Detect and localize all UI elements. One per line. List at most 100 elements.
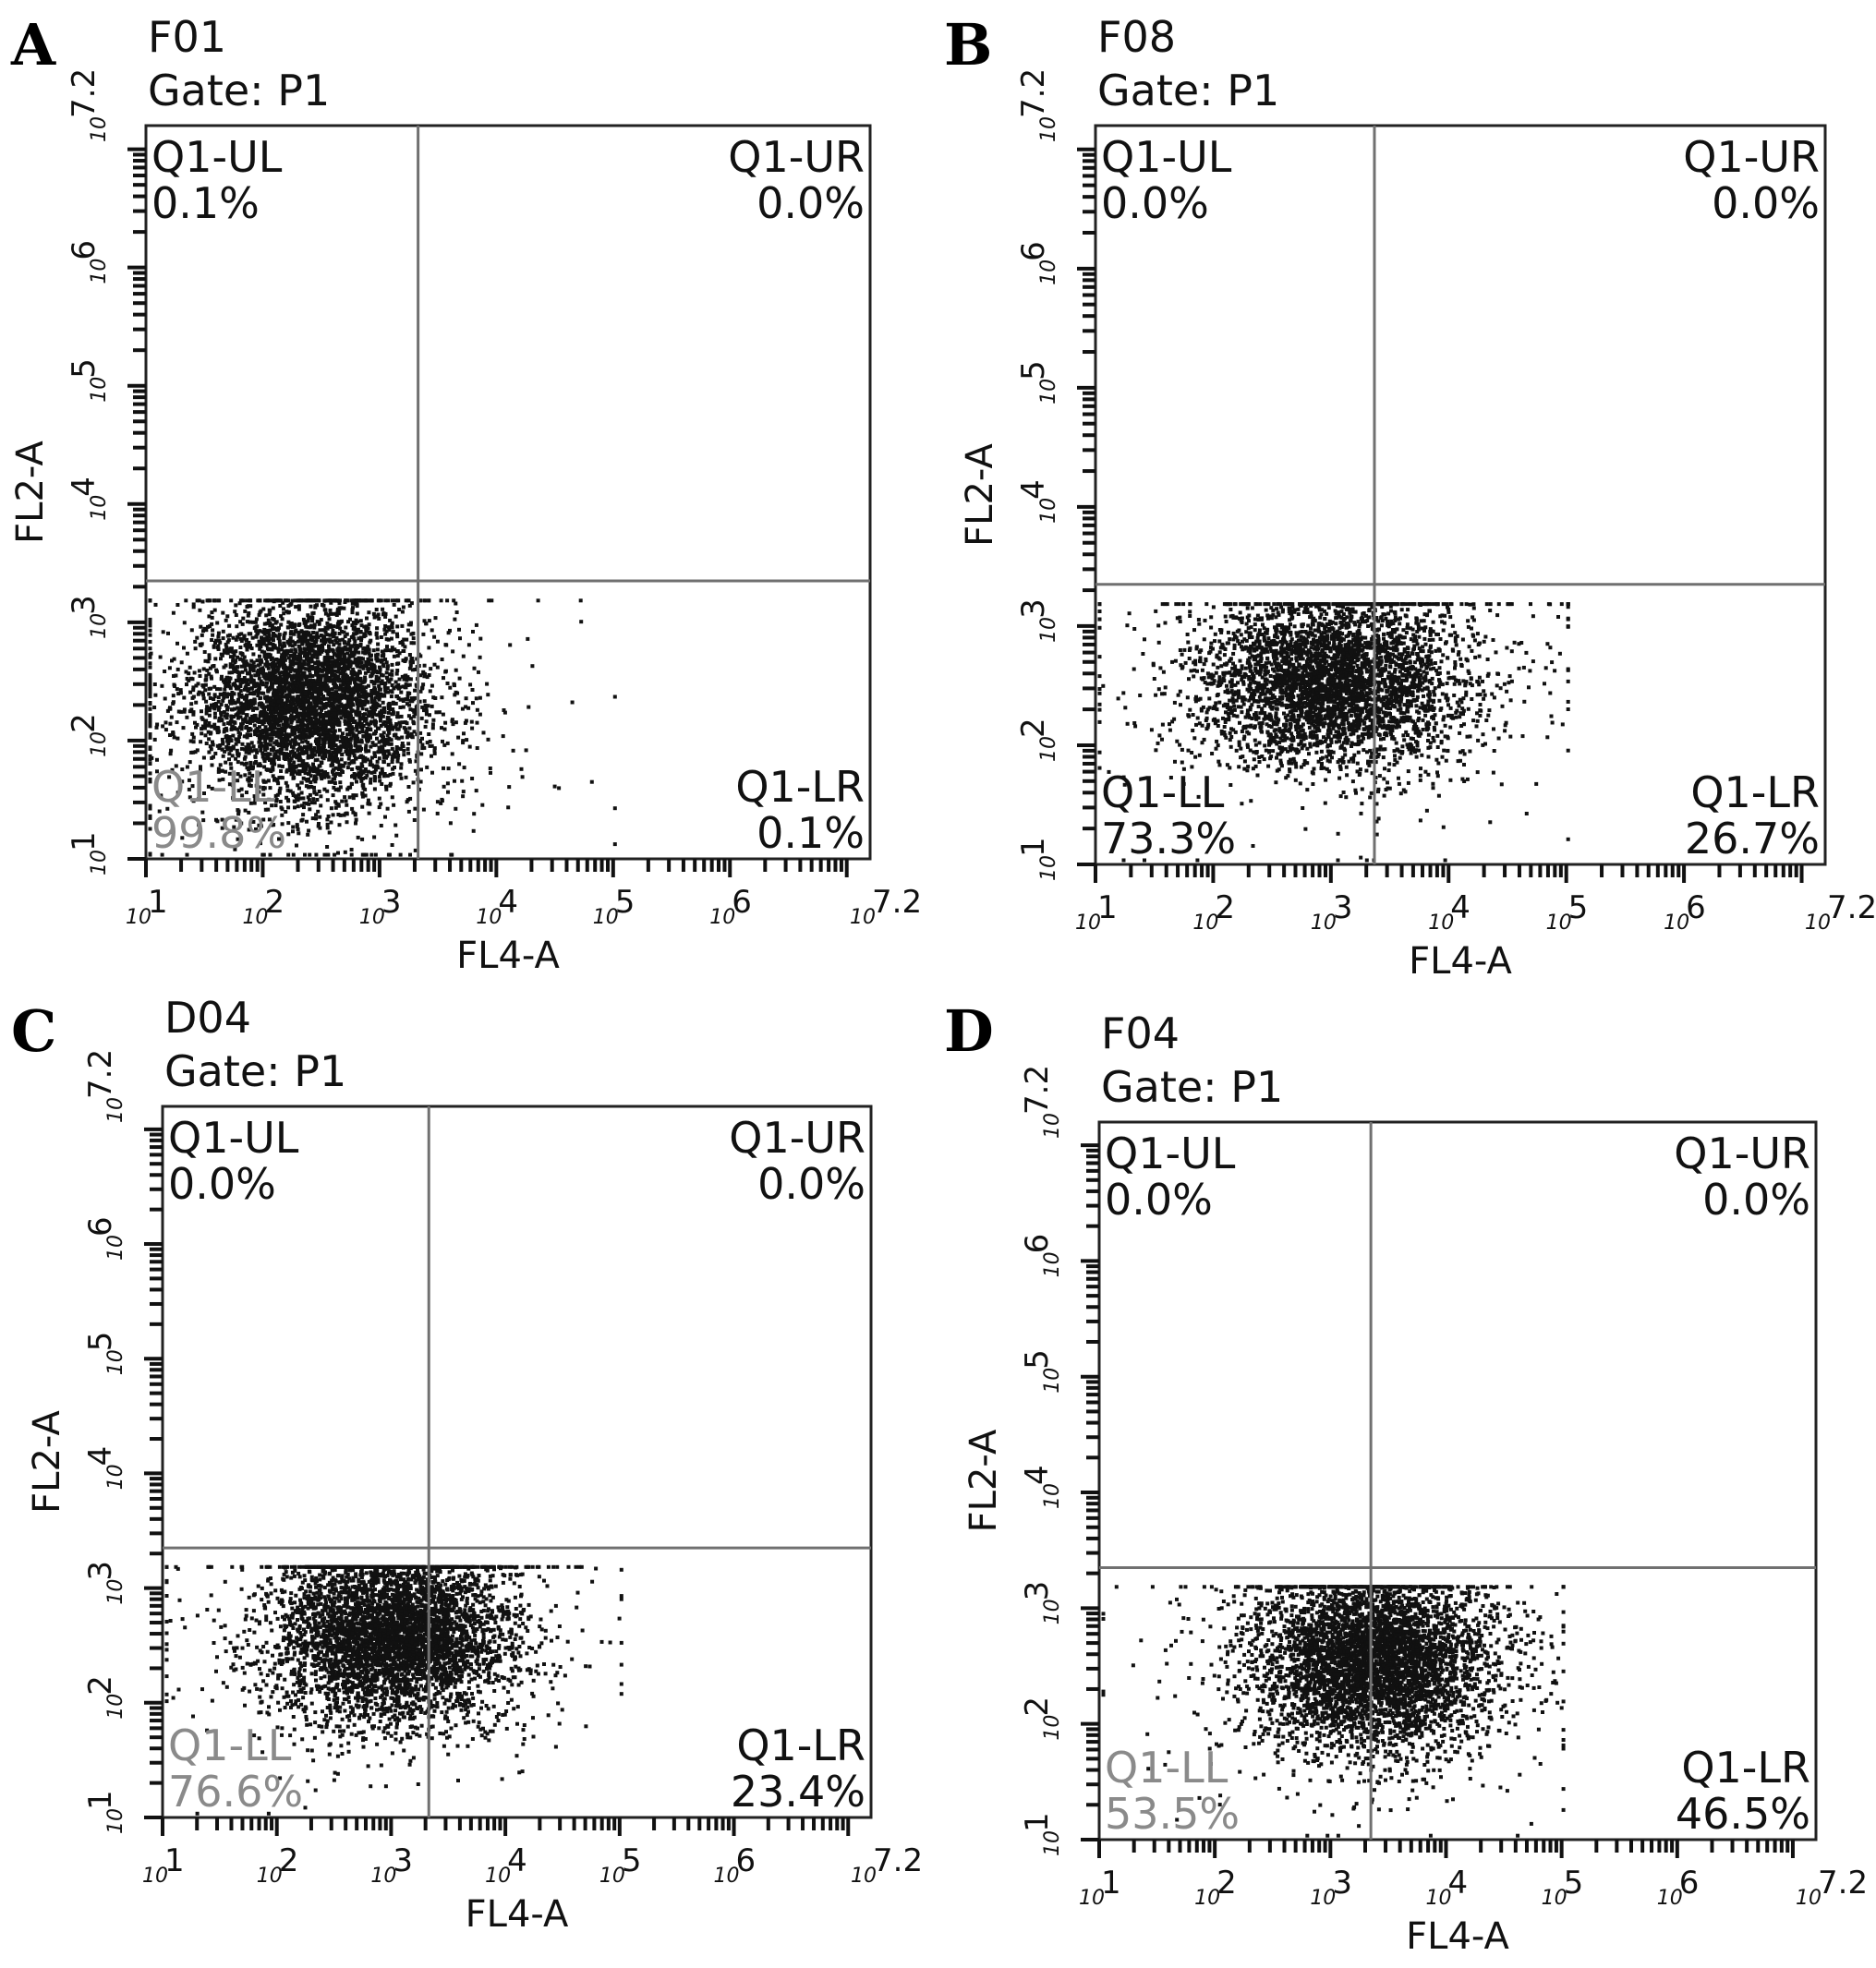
data-point xyxy=(381,740,386,744)
data-point xyxy=(321,648,325,653)
data-point xyxy=(325,817,330,822)
data-point xyxy=(180,779,185,784)
data-point xyxy=(249,646,254,651)
data-point xyxy=(297,663,301,668)
data-point xyxy=(297,659,302,664)
data-point xyxy=(393,823,398,827)
data-point xyxy=(395,711,400,716)
data-point xyxy=(247,640,251,645)
data-point xyxy=(286,685,291,690)
data-point xyxy=(317,696,321,701)
data-point xyxy=(313,719,318,724)
data-point xyxy=(257,718,261,723)
data-point xyxy=(356,671,360,676)
data-point xyxy=(293,647,297,652)
data-point xyxy=(453,617,457,622)
data-point xyxy=(291,709,296,714)
data-point xyxy=(300,634,305,639)
data-point xyxy=(239,787,244,791)
data-point xyxy=(152,737,157,742)
data-point xyxy=(316,700,321,704)
data-point xyxy=(180,836,185,840)
data-point xyxy=(148,694,152,699)
data-point xyxy=(288,758,293,763)
data-point xyxy=(268,758,272,762)
data-point xyxy=(1116,696,1120,701)
data-point xyxy=(289,756,294,761)
data-point xyxy=(369,696,374,701)
data-point xyxy=(244,745,248,750)
data-point xyxy=(201,696,206,701)
data-point xyxy=(293,624,297,629)
data-point xyxy=(314,690,319,694)
data-point xyxy=(418,654,423,658)
data-point xyxy=(336,620,341,624)
data-point xyxy=(189,750,194,755)
data-point xyxy=(319,803,323,808)
data-point xyxy=(284,707,289,712)
data-point xyxy=(348,730,352,734)
data-point xyxy=(368,802,372,806)
data-point xyxy=(371,648,376,653)
data-point xyxy=(297,752,301,756)
data-point xyxy=(315,656,320,660)
data-point xyxy=(401,643,405,647)
data-point xyxy=(362,769,367,774)
data-point xyxy=(293,654,297,658)
data-point xyxy=(387,752,392,756)
data-point xyxy=(244,638,248,643)
data-point xyxy=(224,726,228,730)
data-point xyxy=(184,598,188,603)
data-point xyxy=(372,787,377,791)
data-point xyxy=(278,661,283,666)
data-point xyxy=(381,759,386,764)
data-point xyxy=(289,720,294,725)
data-point xyxy=(148,803,152,808)
data-point xyxy=(212,722,217,727)
data-point xyxy=(1271,749,1276,754)
data-point xyxy=(294,686,298,691)
x-tick-label: 102 xyxy=(242,884,284,929)
data-point xyxy=(245,598,249,603)
data-point xyxy=(315,730,320,735)
data-point xyxy=(270,647,274,652)
data-point xyxy=(230,670,235,675)
data-point xyxy=(394,751,399,755)
data-point xyxy=(306,625,310,630)
data-point xyxy=(474,622,478,627)
data-point xyxy=(353,632,357,636)
data-point xyxy=(307,598,311,603)
data-point xyxy=(343,664,347,669)
data-point xyxy=(260,682,265,686)
data-point xyxy=(435,665,440,670)
data-point xyxy=(165,806,170,811)
data-point xyxy=(385,733,390,738)
data-point xyxy=(366,798,370,803)
data-point xyxy=(252,761,257,766)
data-point xyxy=(519,767,524,771)
data-point xyxy=(314,737,319,742)
data-point xyxy=(249,663,254,668)
data-point xyxy=(461,790,466,794)
data-point xyxy=(182,646,186,650)
data-point xyxy=(188,739,193,743)
data-point xyxy=(217,707,221,712)
data-point xyxy=(329,694,333,698)
data-point xyxy=(332,751,335,755)
data-point xyxy=(148,757,152,762)
data-point xyxy=(371,765,376,769)
data-point xyxy=(333,658,338,663)
data-point xyxy=(361,646,366,651)
data-point xyxy=(279,710,284,715)
data-point xyxy=(338,626,343,631)
data-point xyxy=(329,600,333,605)
data-point xyxy=(458,636,462,641)
data-point xyxy=(306,655,310,659)
data-point xyxy=(361,713,366,717)
data-point xyxy=(187,787,191,791)
data-point xyxy=(282,729,286,733)
data-point xyxy=(148,851,152,856)
data-point xyxy=(469,719,474,724)
data-point xyxy=(175,667,180,671)
data-point xyxy=(230,754,235,758)
